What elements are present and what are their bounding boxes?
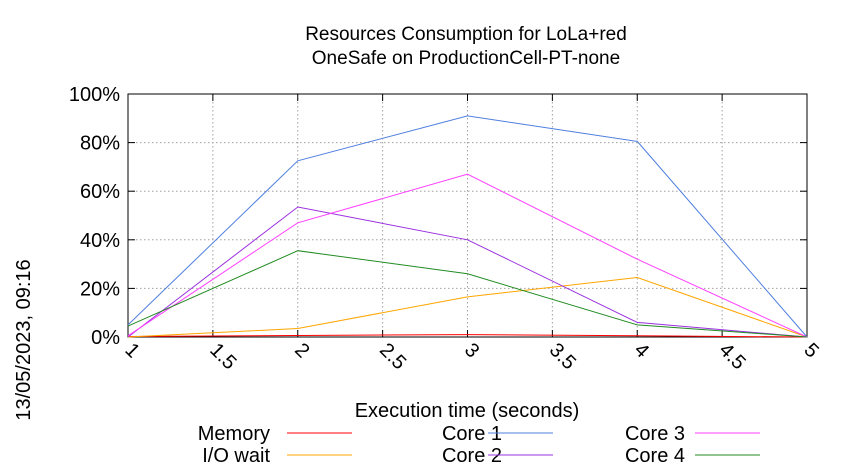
legend-label: Core 4 [625,445,685,467]
legend-entry-memory: Memory [198,423,352,445]
x-tick-label: 4 [630,339,653,362]
x-axis-label: Execution time (seconds) [355,400,580,422]
legend-entry-core-1: Core 1 [442,423,553,445]
y-tick-label: 0% [91,327,120,349]
plot-area: 0% 20% 40% 60% 80% 100% 1 1.5 2 2.5 3 3.5 4 4.5 5 [69,84,823,374]
series-line-memory [127,334,808,338]
chart-title-line-2: OneSafe on ProductionCell-PT-none [312,48,620,69]
legend-entry-core-2: Core 2 [442,445,553,467]
legend-entry-core-4: Core 4 [625,445,760,467]
x-tick-label: 1.5 [205,339,240,374]
legend-entry-i-o-wait: I/O wait [202,445,352,467]
y-tick-label: 20% [80,278,120,300]
y-tick-label: 40% [80,230,120,252]
series-line-core-3 [127,173,808,338]
x-tick-label: 4.5 [715,339,750,374]
chart-title-line-1: Resources Consumption for LoLa+red [305,24,627,45]
x-tick-label: 3.5 [545,339,580,374]
series-line-core-2 [127,206,808,338]
x-tick-label: 1 [120,339,143,362]
x-tick-label: 2.5 [375,339,410,374]
series-line-core-4 [127,250,808,338]
timestamp-label: 13/05/2023, 09:16 [13,259,35,420]
x-tick-label: 2 [290,339,313,362]
y-tick-label: 80% [80,133,120,155]
legend-label: Core 1 [442,423,502,445]
y-tick-label: 60% [80,181,120,203]
plot-frame [127,93,808,338]
legend-label: Core 3 [625,423,685,445]
legend-label: Memory [198,423,270,445]
x-tick-label: 5 [799,339,822,362]
series-line-core-1 [127,115,808,338]
y-tick-label: 100% [69,84,120,106]
series-line-i-o-wait [127,276,808,338]
legend-label: Core 2 [442,445,502,467]
x-tick-label: 3 [460,339,483,362]
legend-label: I/O wait [202,445,270,467]
legend-entry-core-3: Core 3 [625,423,760,445]
